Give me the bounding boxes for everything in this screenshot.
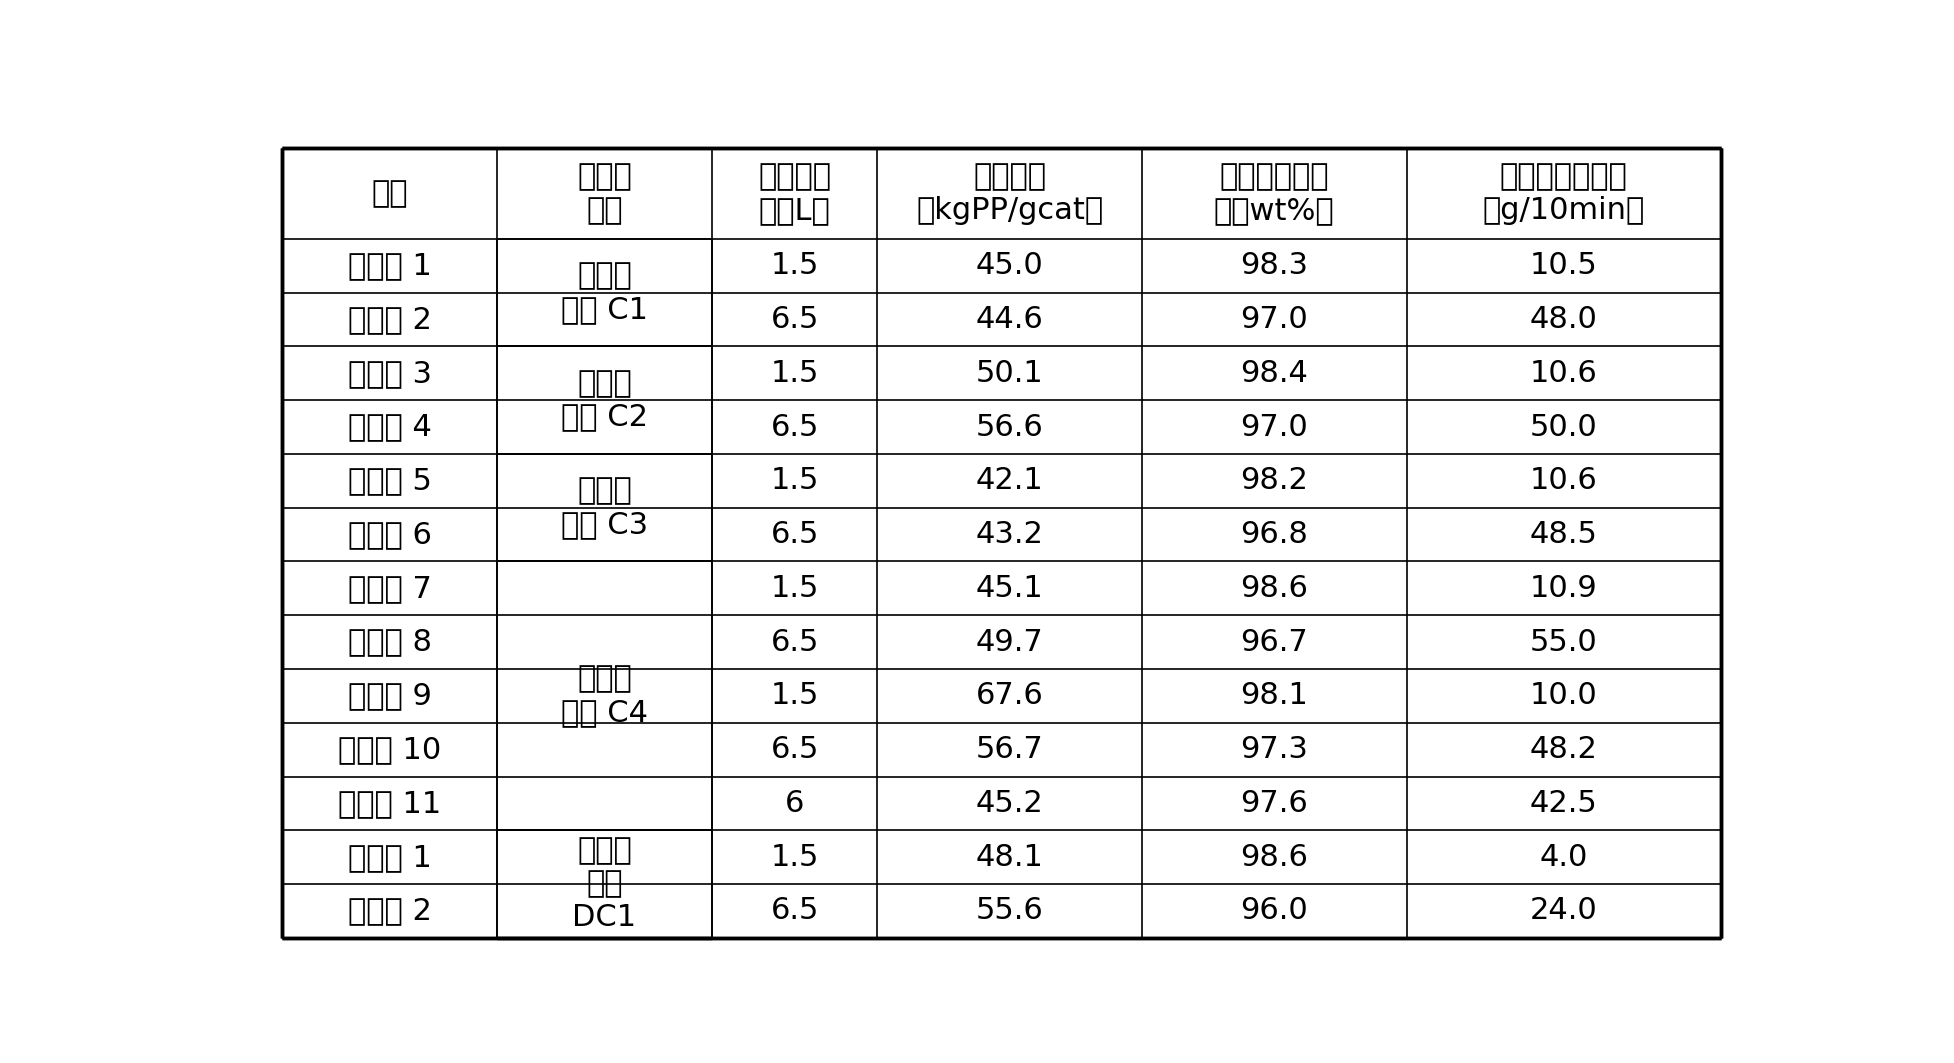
Text: 48.2: 48.2 xyxy=(1530,736,1598,764)
Text: 编号: 编号 xyxy=(371,179,408,208)
Text: 24.0: 24.0 xyxy=(1530,896,1598,926)
Text: 催化剂
组分 C3: 催化剂 组分 C3 xyxy=(561,476,649,539)
Text: 97.0: 97.0 xyxy=(1241,305,1307,334)
Text: 98.1: 98.1 xyxy=(1241,681,1309,710)
Bar xyxy=(496,830,711,938)
Text: 1.5: 1.5 xyxy=(770,843,819,872)
Text: 67.6: 67.6 xyxy=(975,681,1043,710)
Text: 10.5: 10.5 xyxy=(1530,251,1598,281)
Text: 6.5: 6.5 xyxy=(770,412,819,441)
Text: 96.7: 96.7 xyxy=(1241,627,1307,657)
Text: 6.5: 6.5 xyxy=(770,896,819,926)
Text: 97.6: 97.6 xyxy=(1241,789,1307,817)
Text: 45.2: 45.2 xyxy=(975,789,1043,817)
Text: 6: 6 xyxy=(786,789,805,817)
Text: 10.6: 10.6 xyxy=(1530,359,1598,388)
Text: 56.7: 56.7 xyxy=(975,736,1043,764)
Text: 6.5: 6.5 xyxy=(770,736,819,764)
Text: 对比例 1: 对比例 1 xyxy=(348,843,432,872)
Text: 实施例 3: 实施例 3 xyxy=(348,359,432,388)
Text: 10.9: 10.9 xyxy=(1530,574,1598,603)
Text: 1.5: 1.5 xyxy=(770,681,819,710)
Text: 55.0: 55.0 xyxy=(1530,627,1598,657)
Text: 实施例 4: 实施例 4 xyxy=(348,412,432,441)
Text: 42.1: 42.1 xyxy=(975,467,1043,495)
Text: 96.0: 96.0 xyxy=(1241,896,1307,926)
Text: 97.3: 97.3 xyxy=(1241,736,1309,764)
Text: 实施例 5: 实施例 5 xyxy=(348,467,432,495)
Text: 98.2: 98.2 xyxy=(1241,467,1309,495)
Text: 1.5: 1.5 xyxy=(770,359,819,388)
Text: 55.6: 55.6 xyxy=(975,896,1043,926)
Text: 催化剂
组分 C2: 催化剂 组分 C2 xyxy=(561,369,649,432)
Bar xyxy=(496,347,711,454)
Text: 1.5: 1.5 xyxy=(770,251,819,281)
Text: 43.2: 43.2 xyxy=(975,520,1043,550)
Text: 42.5: 42.5 xyxy=(1530,789,1598,817)
Text: 实施例 8: 实施例 8 xyxy=(348,627,432,657)
Text: 对比例 2: 对比例 2 xyxy=(348,896,432,926)
Text: 6.5: 6.5 xyxy=(770,520,819,550)
Bar xyxy=(496,239,711,347)
Text: 6.5: 6.5 xyxy=(770,627,819,657)
Text: 1.5: 1.5 xyxy=(770,574,819,603)
Text: 聚合物等规指
数（wt%）: 聚合物等规指 数（wt%） xyxy=(1213,163,1335,224)
Bar xyxy=(496,561,711,830)
Bar xyxy=(496,454,711,561)
Text: 催化剂
组分
DC1: 催化剂 组分 DC1 xyxy=(573,836,637,932)
Text: 44.6: 44.6 xyxy=(975,305,1043,334)
Text: 催化剂
组分 C1: 催化剂 组分 C1 xyxy=(561,261,649,324)
Text: 氢气加入
量（L）: 氢气加入 量（L） xyxy=(758,163,830,224)
Text: 98.4: 98.4 xyxy=(1241,359,1309,388)
Text: 实施例 9: 实施例 9 xyxy=(348,681,432,710)
Text: 4.0: 4.0 xyxy=(1540,843,1589,872)
Text: 98.3: 98.3 xyxy=(1241,251,1309,281)
Text: 实施例 1: 实施例 1 xyxy=(348,251,432,281)
Text: 催化剂
组分: 催化剂 组分 xyxy=(576,163,631,224)
Text: 10.0: 10.0 xyxy=(1530,681,1598,710)
Text: 96.8: 96.8 xyxy=(1241,520,1309,550)
Text: 48.1: 48.1 xyxy=(975,843,1043,872)
Text: 50.1: 50.1 xyxy=(975,359,1043,388)
Text: 实施例 2: 实施例 2 xyxy=(348,305,432,334)
Text: 49.7: 49.7 xyxy=(975,627,1043,657)
Text: 1.5: 1.5 xyxy=(770,467,819,495)
Text: 98.6: 98.6 xyxy=(1241,574,1309,603)
Text: 97.0: 97.0 xyxy=(1241,412,1307,441)
Text: 实施例 6: 实施例 6 xyxy=(348,520,432,550)
Text: 实施例 7: 实施例 7 xyxy=(348,574,432,603)
Text: 6.5: 6.5 xyxy=(770,305,819,334)
Text: 48.0: 48.0 xyxy=(1530,305,1598,334)
Text: 催化剂
组分 C4: 催化剂 组分 C4 xyxy=(561,664,649,727)
Text: 98.6: 98.6 xyxy=(1241,843,1309,872)
Text: 实施例 10: 实施例 10 xyxy=(338,736,442,764)
Text: 45.0: 45.0 xyxy=(975,251,1043,281)
Text: 实施例 11: 实施例 11 xyxy=(338,789,442,817)
Text: 聚合活性
（kgPP/gcat）: 聚合活性 （kgPP/gcat） xyxy=(916,163,1104,224)
Text: 聚合物熔融指数
（g/10min）: 聚合物熔融指数 （g/10min） xyxy=(1483,163,1645,224)
Text: 48.5: 48.5 xyxy=(1530,520,1598,550)
Text: 56.6: 56.6 xyxy=(975,412,1043,441)
Text: 10.6: 10.6 xyxy=(1530,467,1598,495)
Text: 50.0: 50.0 xyxy=(1530,412,1598,441)
Text: 45.1: 45.1 xyxy=(975,574,1043,603)
